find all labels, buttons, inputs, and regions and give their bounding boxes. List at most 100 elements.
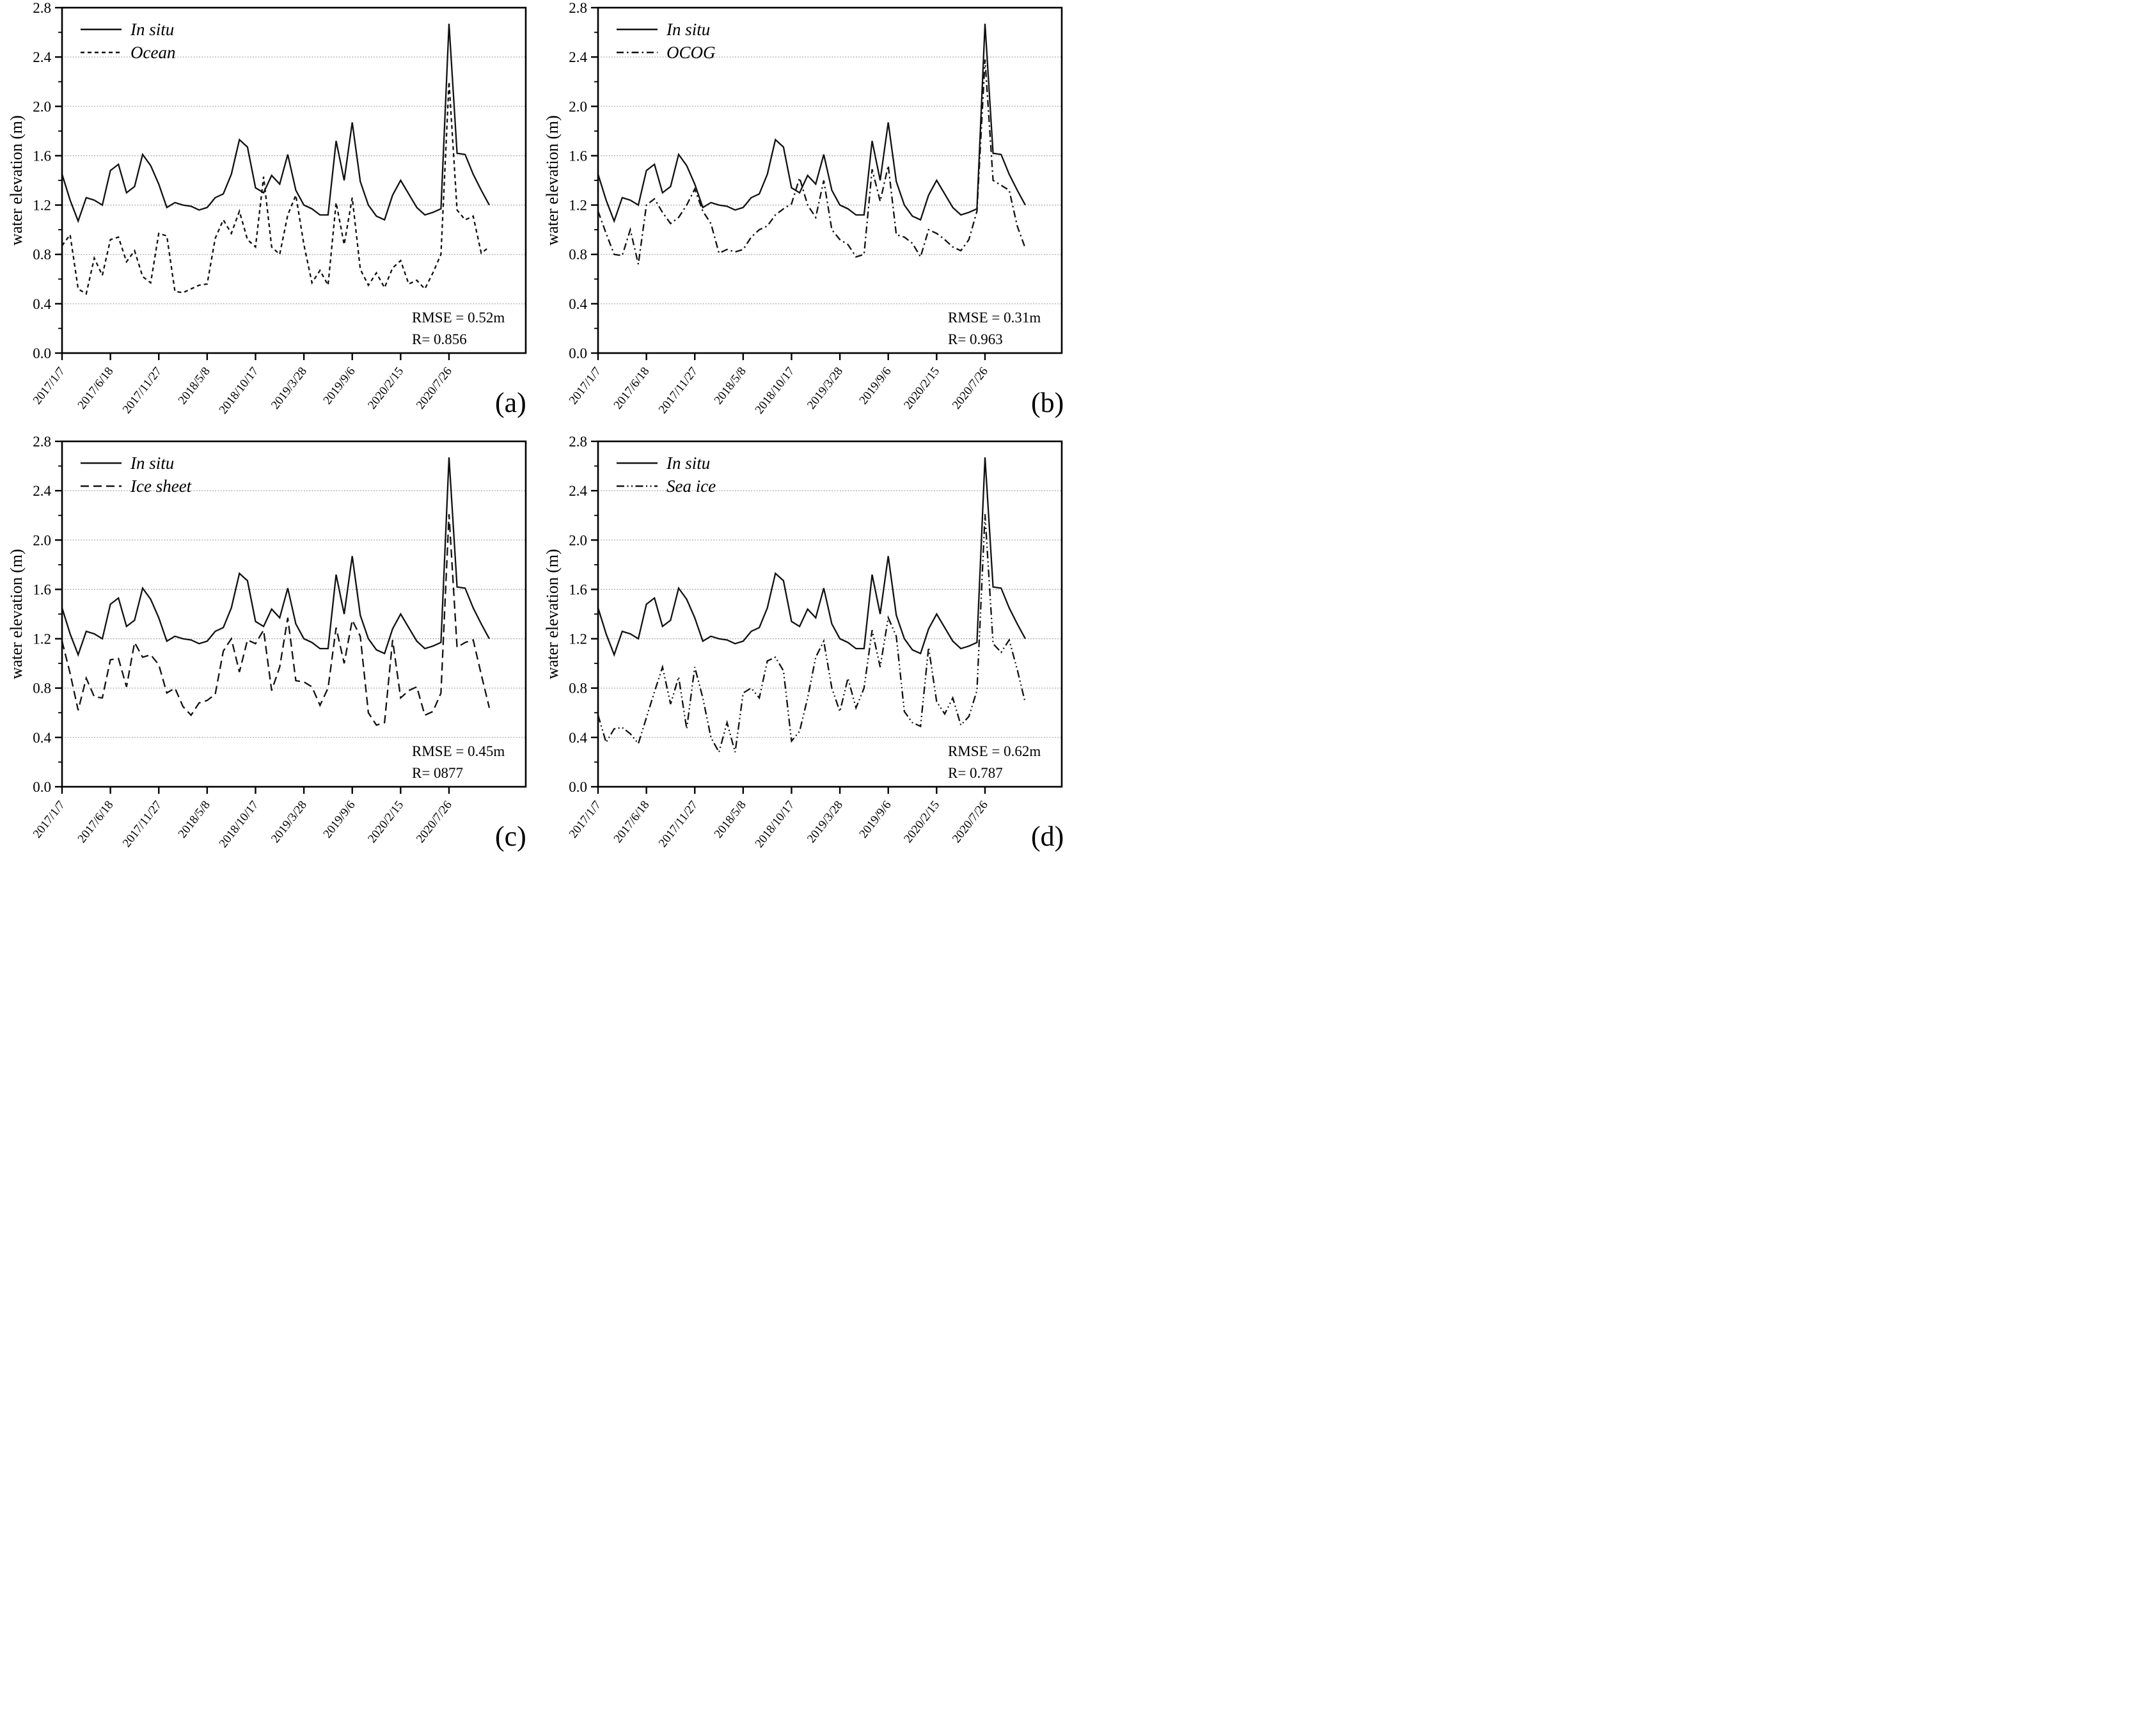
x-tick-label: 2018/5/8 <box>712 365 749 407</box>
r-value: R= 0.963 <box>948 331 1003 347</box>
y-axis-label: water elevation (m) <box>543 549 562 679</box>
y-axis-label: water elevation (m) <box>7 115 26 246</box>
y-tick-label: 1.2 <box>569 198 587 214</box>
y-tick-label: 2.0 <box>569 532 587 548</box>
icesheet-line-sample-icon <box>81 485 122 487</box>
seaice-line-sample-icon <box>617 485 658 487</box>
y-axis-label: water elevation (m) <box>543 115 562 246</box>
y-tick-label: 0.4 <box>569 730 587 746</box>
x-tick-label: 2018/10/17 <box>217 798 262 850</box>
y-axis-label: water elevation (m) <box>7 549 26 679</box>
x-tick-label: 2018/5/8 <box>176 365 213 407</box>
panel-svg-c: 0.0 0.4 0.8 1.2 1.6 2.0 2.4 2.8 2017/1/7 2017/6/1… <box>31 434 527 850</box>
x-tick-label: 2018/10/17 <box>217 365 262 416</box>
x-tick-label: 2017/6/18 <box>611 365 652 412</box>
y-tick-label: 1.6 <box>569 581 587 597</box>
x-tick-label: 2017/6/18 <box>611 798 652 846</box>
ocean-line-sample-icon <box>81 51 122 54</box>
y-tick-label: 2.8 <box>33 0 51 16</box>
y-tick-label: 0.8 <box>569 247 587 263</box>
y-tick-label: 0.8 <box>569 681 587 697</box>
stats-annotation-d: RMSE = 0.62m R= 0.787 <box>948 741 1041 784</box>
y-tick-label: 2.0 <box>33 532 51 548</box>
legend-a: In situ Ocean <box>81 18 175 64</box>
legend-label: Sea ice <box>666 476 716 496</box>
x-tick-label: 2019/9/6 <box>321 365 358 407</box>
x-tick-label: 2020/7/26 <box>950 798 991 846</box>
panel-c: 0.0 0.4 0.8 1.2 1.6 2.0 2.4 2.8 2017/1/7 2017/6/1… <box>0 434 536 867</box>
legend-label: OCOG <box>666 42 716 62</box>
y-tick-label: 1.2 <box>569 631 587 647</box>
panel-svg-d: 0.0 0.4 0.8 1.2 1.6 2.0 2.4 2.8 2017/1/7 2017/6/1… <box>567 434 1063 850</box>
legend-label: In situ <box>130 19 175 39</box>
panel-svg-b: 0.0 0.4 0.8 1.2 1.6 2.0 2.4 2.8 2017/1/7 2017/6/1… <box>567 0 1063 416</box>
legend-item-insitu: In situ <box>617 452 716 475</box>
x-tick-label: 2020/2/15 <box>901 365 942 412</box>
legend-item-insitu: In situ <box>617 18 716 41</box>
y-tick-label: 2.0 <box>569 99 587 114</box>
r-value: R= 0877 <box>412 765 464 781</box>
y-tick-label: 0.4 <box>33 730 51 746</box>
x-tick-label: 2018/5/8 <box>712 798 749 840</box>
rmse-value: RMSE = 0.31m <box>948 310 1041 326</box>
y-tick-label: 2.8 <box>569 434 587 450</box>
x-tick-label: 2020/7/26 <box>414 365 455 412</box>
x-tick-label: 2019/3/28 <box>805 365 846 412</box>
rmse-value: RMSE = 0.52m <box>412 310 505 326</box>
legend-c: In situ Ice sheet <box>81 452 191 498</box>
panel-letter-a: (a) <box>495 387 526 418</box>
x-tick-label: 2019/3/28 <box>805 798 846 846</box>
stats-annotation-c: RMSE = 0.45m R= 0877 <box>412 741 505 784</box>
x-tick-label: 2017/11/27 <box>120 798 164 850</box>
y-tick-label: 1.6 <box>33 581 51 597</box>
panel-letter-d: (d) <box>1031 821 1064 852</box>
panel-letter-b: (b) <box>1031 387 1064 418</box>
y-tick-label: 0.0 <box>33 779 51 795</box>
series-line-in-situ <box>597 457 1027 657</box>
y-tick-label: 2.4 <box>33 49 51 65</box>
legend-b: In situ OCOG <box>617 18 716 64</box>
x-tick-label: 2019/3/28 <box>269 798 310 846</box>
x-tick-label: 2017/11/27 <box>656 365 700 416</box>
legend-item-ocog: OCOG <box>617 41 716 64</box>
legend-d: In situ Sea ice <box>617 452 716 498</box>
x-tick-label: 2019/9/6 <box>321 798 358 840</box>
legend-label: In situ <box>666 453 711 473</box>
y-tick-label: 1.2 <box>33 631 51 647</box>
y-tick-label: 2.4 <box>569 483 587 499</box>
legend-label: Ocean <box>130 42 176 62</box>
ocog-line-sample-icon <box>617 51 658 54</box>
x-tick-label: 2019/3/28 <box>269 365 310 412</box>
y-tick-label: 1.6 <box>569 148 587 164</box>
x-tick-label: 2017/11/27 <box>120 365 164 416</box>
x-tick-label: 2020/7/26 <box>950 365 991 412</box>
y-tick-label: 0.0 <box>569 779 587 795</box>
series-line-in-situ <box>61 24 491 223</box>
y-tick-label: 2.4 <box>33 483 51 499</box>
y-tick-label: 1.2 <box>33 198 51 214</box>
x-tick-label: 2020/7/26 <box>414 798 455 846</box>
x-tick-label: 2019/9/6 <box>857 365 894 407</box>
y-tick-label: 0.0 <box>33 345 51 361</box>
rmse-value: RMSE = 0.62m <box>948 743 1041 759</box>
y-tick-label: 0.8 <box>33 247 51 263</box>
panel-b: 0.0 0.4 0.8 1.2 1.6 2.0 2.4 2.8 2017/1/7 2017/6/1… <box>536 0 1072 434</box>
series-line-ice-sheet <box>61 514 491 726</box>
stats-annotation-b: RMSE = 0.31m R= 0.963 <box>948 307 1041 351</box>
legend-item-ocean: Ocean <box>81 41 175 64</box>
figure-grid: 0.0 0.4 0.8 1.2 1.6 2.0 2.4 2.8 2017/1/7 2017/6/1… <box>0 0 1072 867</box>
series-line-sea-ice <box>597 514 1027 755</box>
x-tick-label: 2020/2/15 <box>901 798 942 846</box>
x-tick-label: 2017/1/7 <box>31 365 68 407</box>
legend-label: Ice sheet <box>130 476 192 496</box>
x-tick-label: 2020/2/15 <box>365 798 406 846</box>
x-tick-label: 2017/1/7 <box>31 798 68 840</box>
x-tick-label: 2020/2/15 <box>365 365 406 412</box>
panel-letter-c: (c) <box>495 821 526 852</box>
series-line-in-situ <box>61 457 491 657</box>
y-tick-label: 2.4 <box>569 49 587 65</box>
r-value: R= 0.787 <box>948 765 1003 781</box>
r-value: R= 0.856 <box>412 331 467 347</box>
rmse-value: RMSE = 0.45m <box>412 743 505 759</box>
insitu-line-sample-icon <box>617 462 658 464</box>
